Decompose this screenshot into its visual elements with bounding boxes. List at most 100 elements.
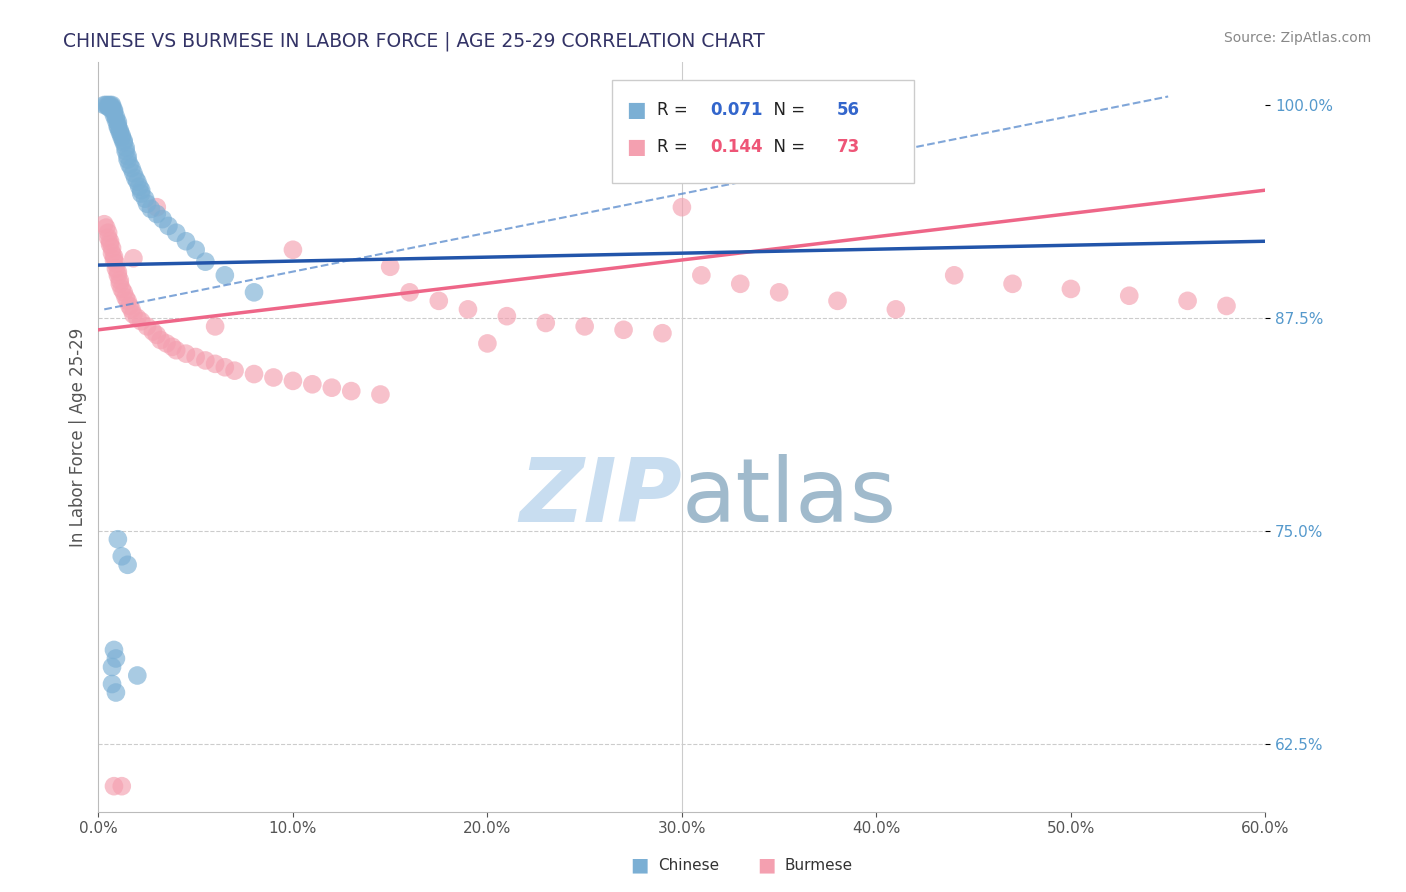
Point [103,779,125,793]
Point [129,186,152,201]
Point [103,250,125,264]
Text: R =: R = [657,101,693,119]
Point [127,668,149,682]
Point [827,293,849,308]
Point [165,226,187,240]
Point [103,108,125,122]
Point [101,102,124,116]
Text: Source: ZipAtlas.com: Source: ZipAtlas.com [1223,31,1371,45]
Point [98,237,121,252]
Point [204,357,226,371]
Text: R =: R = [657,138,693,156]
Text: Burmese: Burmese [785,858,852,872]
Point [117,149,139,163]
Point [204,319,226,334]
Point [114,144,136,158]
Point [107,115,129,129]
Point [174,234,197,248]
Point [118,299,141,313]
Point [127,310,149,325]
Point [107,265,129,279]
Point [214,360,236,375]
Point [107,120,129,135]
Point [477,336,499,351]
Point [534,316,557,330]
Text: 0.144: 0.144 [710,138,762,156]
Point [112,136,135,150]
Point [93,98,115,112]
Point [121,302,143,317]
Point [370,387,392,401]
Point [101,246,124,260]
Point [107,119,129,133]
Text: atlas: atlas [682,453,897,541]
Point [157,219,180,233]
Point [194,353,217,368]
Point [103,103,125,117]
Point [184,350,207,364]
Point [117,293,139,308]
Point [108,277,131,291]
Point [136,319,159,334]
Point [107,533,129,547]
Point [321,381,343,395]
Point [730,277,752,291]
Point [194,254,217,268]
Point [103,252,125,267]
Point [1177,293,1199,308]
Point [98,98,121,112]
Point [108,273,131,287]
Point [1118,289,1140,303]
Point [690,268,713,283]
Point [111,779,134,793]
Point [139,202,162,216]
Point [152,212,174,227]
Point [101,100,124,114]
Point [262,370,284,384]
Point [174,346,197,360]
Point [1060,282,1083,296]
Point [1215,299,1237,313]
Point [121,161,143,175]
Point [117,153,139,167]
Point [129,183,152,197]
Point [122,166,145,180]
Point [104,685,127,699]
Point [98,234,121,248]
Point [101,677,124,691]
Point [93,217,115,231]
Text: ■: ■ [756,855,776,875]
Point [134,192,156,206]
Point [97,98,120,112]
Point [103,643,125,657]
Point [155,336,177,351]
Point [117,558,139,572]
Point [128,179,150,194]
Point [943,268,966,283]
Point [114,140,136,154]
Point [146,207,169,221]
Point [97,100,120,114]
Text: N =: N = [763,101,811,119]
Text: 0.071: 0.071 [710,101,762,119]
Point [136,196,159,211]
Y-axis label: In Labor Force | Age 25-29: In Labor Force | Age 25-29 [69,327,87,547]
Point [96,98,118,112]
Point [768,285,790,300]
Point [124,171,146,186]
Text: ZIP: ZIP [519,453,682,541]
Point [104,651,127,665]
Point [427,293,450,308]
Text: Chinese: Chinese [658,858,718,872]
Point [340,384,363,398]
Point [127,175,149,189]
Point [142,325,165,339]
Point [613,323,636,337]
Point [884,302,907,317]
Point [108,123,131,137]
Point [301,377,323,392]
Point [281,243,304,257]
Point [149,333,172,347]
Text: N =: N = [763,138,811,156]
Point [108,125,131,139]
